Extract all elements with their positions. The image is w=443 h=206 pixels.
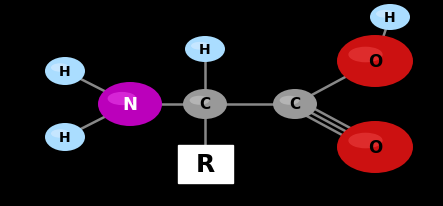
Ellipse shape xyxy=(51,64,69,72)
Text: H: H xyxy=(384,11,396,25)
Ellipse shape xyxy=(280,96,299,105)
Ellipse shape xyxy=(376,11,394,19)
Text: N: N xyxy=(123,96,137,114)
Ellipse shape xyxy=(108,92,136,106)
Text: R: R xyxy=(195,152,214,176)
Text: O: O xyxy=(368,138,382,156)
Text: C: C xyxy=(289,97,300,112)
Text: C: C xyxy=(199,97,210,112)
Text: H: H xyxy=(59,65,71,79)
Ellipse shape xyxy=(45,123,85,151)
Text: O: O xyxy=(368,53,382,71)
Ellipse shape xyxy=(348,47,383,63)
Ellipse shape xyxy=(348,133,383,149)
Text: H: H xyxy=(59,130,71,144)
Ellipse shape xyxy=(190,96,210,105)
Ellipse shape xyxy=(191,43,209,50)
Ellipse shape xyxy=(45,58,85,85)
Ellipse shape xyxy=(273,90,317,119)
Ellipse shape xyxy=(51,130,69,138)
Ellipse shape xyxy=(337,36,413,88)
FancyBboxPatch shape xyxy=(178,145,233,183)
Ellipse shape xyxy=(183,90,227,119)
Text: H: H xyxy=(199,43,211,57)
Ellipse shape xyxy=(337,121,413,173)
Ellipse shape xyxy=(185,37,225,63)
Ellipse shape xyxy=(98,83,162,126)
Ellipse shape xyxy=(370,5,410,31)
